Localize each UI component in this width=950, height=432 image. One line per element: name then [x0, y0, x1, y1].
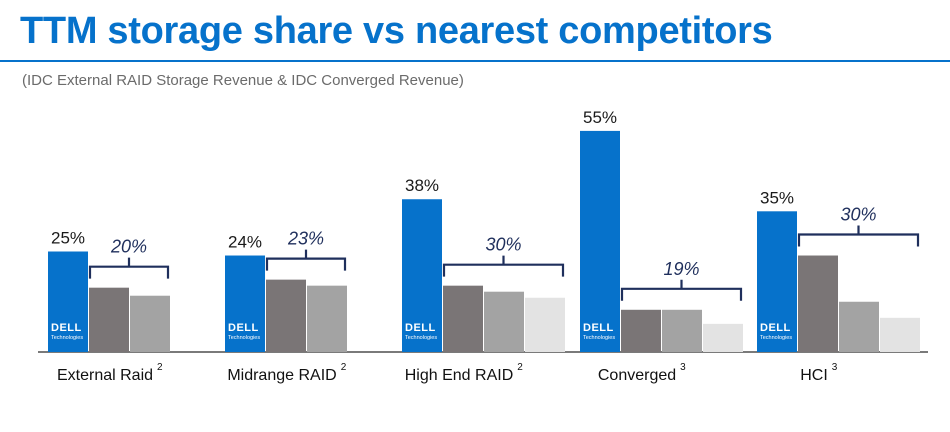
dell-logo: DELL	[51, 322, 82, 334]
dell-logo-sub: Technologies	[228, 335, 260, 341]
competitor-bar	[266, 279, 306, 352]
category-footnote: 3	[832, 362, 838, 373]
dell-logo: DELL	[583, 322, 614, 334]
competitor-bar	[880, 317, 920, 352]
dell-bar	[225, 255, 265, 352]
dell-logo-sub: Technologies	[405, 335, 437, 341]
category-label: HCI	[800, 367, 828, 384]
competitor-bracket	[620, 279, 743, 301]
dell-bar	[580, 130, 620, 352]
competitor-share-label: 23%	[287, 229, 324, 249]
competitor-bar	[484, 291, 524, 352]
competitor-share-label: 20%	[110, 237, 147, 257]
dell-logo: DELL	[760, 322, 791, 334]
competitor-bar	[525, 297, 565, 352]
category-label: External Raid	[57, 367, 153, 384]
dell-value-label: 38%	[405, 176, 439, 195]
competitor-bar	[307, 285, 347, 352]
competitor-bar	[703, 323, 743, 352]
competitor-bar	[621, 309, 661, 352]
dell-value-label: 35%	[760, 188, 794, 207]
competitor-share-label: 30%	[485, 235, 521, 255]
dell-value-label: 25%	[51, 229, 85, 248]
category-footnote: 2	[341, 362, 347, 373]
category-footnote: 3	[680, 362, 686, 373]
title-divider	[0, 60, 950, 62]
dell-bar	[48, 251, 88, 352]
competitor-bracket	[88, 257, 170, 279]
dell-bar	[757, 211, 797, 352]
dell-value-label: 55%	[583, 108, 617, 127]
competitor-bar	[443, 285, 483, 352]
dell-bar	[402, 199, 442, 352]
competitor-bracket	[442, 255, 565, 277]
competitor-bar	[798, 255, 838, 352]
competitor-bracket	[265, 249, 347, 271]
dell-logo-sub: Technologies	[51, 335, 83, 341]
dell-logo: DELL	[228, 322, 259, 334]
competitor-bar	[130, 295, 170, 352]
page-title: TTM storage share vs nearest competitors	[20, 10, 773, 52]
category-footnote: 2	[157, 362, 163, 373]
competitor-bracket	[797, 225, 920, 247]
competitor-share-label: 30%	[840, 205, 876, 225]
category-label: Converged	[598, 367, 676, 384]
chart-subtitle: (IDC External RAID Storage Revenue & IDC…	[22, 72, 464, 89]
competitor-bar	[662, 309, 702, 352]
dell-logo-sub: Technologies	[760, 335, 792, 341]
category-footnote: 2	[517, 362, 523, 373]
competitor-bar	[839, 301, 879, 352]
dell-logo: DELL	[405, 322, 436, 334]
competitor-share-label: 19%	[663, 259, 699, 279]
competitor-bar	[89, 287, 129, 352]
dell-logo-sub: Technologies	[583, 335, 615, 341]
category-label: Midrange RAID	[227, 367, 336, 384]
category-label: High End RAID	[405, 367, 514, 384]
dell-value-label: 24%	[228, 233, 262, 252]
